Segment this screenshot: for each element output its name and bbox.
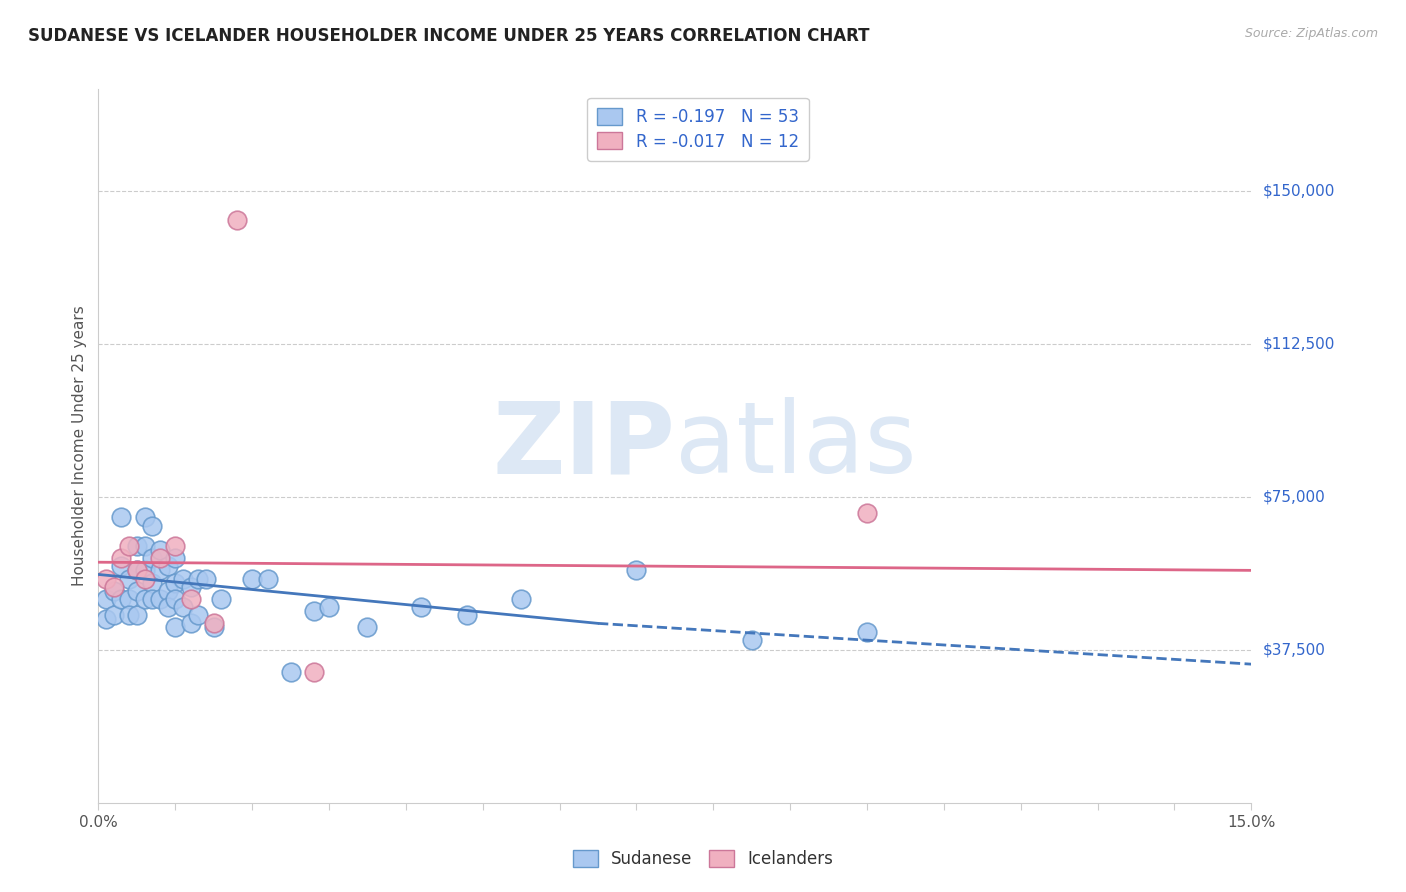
Text: ZIP: ZIP <box>492 398 675 494</box>
Point <box>110 510 132 524</box>
Point <box>134 539 156 553</box>
Point <box>118 591 141 606</box>
Point <box>156 559 179 574</box>
Point <box>110 559 132 574</box>
Text: $75,000: $75,000 <box>1263 490 1326 505</box>
Point <box>94 612 117 626</box>
Point <box>165 539 187 553</box>
Point <box>110 591 132 606</box>
Point <box>165 575 187 590</box>
Point <box>302 604 325 618</box>
Point <box>103 608 125 623</box>
Point <box>302 665 325 680</box>
Point <box>156 583 179 598</box>
Point <box>125 539 148 553</box>
Point <box>165 551 187 566</box>
Point <box>180 616 202 631</box>
Point <box>165 620 187 634</box>
Point <box>134 510 156 524</box>
Point <box>141 575 163 590</box>
Legend: R = -0.197   N = 53, R = -0.017   N = 12: R = -0.197 N = 53, R = -0.017 N = 12 <box>588 97 808 161</box>
Point <box>125 563 148 577</box>
Point <box>156 600 179 615</box>
Point <box>180 580 202 594</box>
Point <box>118 572 141 586</box>
Point <box>741 632 763 647</box>
Point <box>856 506 879 520</box>
Text: $112,500: $112,500 <box>1263 336 1334 351</box>
Point <box>172 600 194 615</box>
Point <box>195 572 218 586</box>
Legend: Sudanese, Icelanders: Sudanese, Icelanders <box>567 843 839 875</box>
Point <box>125 563 148 577</box>
Text: $37,500: $37,500 <box>1263 642 1326 657</box>
Point <box>240 572 263 586</box>
Point <box>94 591 117 606</box>
Point <box>134 563 156 577</box>
Point <box>134 591 156 606</box>
Point <box>280 665 302 680</box>
Point <box>110 551 132 566</box>
Point <box>149 591 172 606</box>
Point <box>202 620 225 634</box>
Point <box>149 563 172 577</box>
Point <box>356 620 378 634</box>
Point <box>103 583 125 598</box>
Point <box>141 591 163 606</box>
Point <box>103 580 125 594</box>
Point <box>510 591 533 606</box>
Point <box>118 539 141 553</box>
Point <box>180 591 202 606</box>
Point <box>225 212 247 227</box>
Point <box>187 608 209 623</box>
Point <box>141 518 163 533</box>
Point <box>149 551 172 566</box>
Text: SUDANESE VS ICELANDER HOUSEHOLDER INCOME UNDER 25 YEARS CORRELATION CHART: SUDANESE VS ICELANDER HOUSEHOLDER INCOME… <box>28 27 870 45</box>
Point <box>209 591 232 606</box>
Point <box>165 591 187 606</box>
Point <box>256 572 278 586</box>
Point <box>172 572 194 586</box>
Point <box>626 563 648 577</box>
Point <box>94 572 117 586</box>
Point <box>118 608 141 623</box>
Text: $150,000: $150,000 <box>1263 184 1334 199</box>
Point <box>125 583 148 598</box>
Point <box>318 600 340 615</box>
Point <box>411 600 433 615</box>
Point <box>141 551 163 566</box>
Point <box>856 624 879 639</box>
Point <box>125 608 148 623</box>
Text: Source: ZipAtlas.com: Source: ZipAtlas.com <box>1244 27 1378 40</box>
Point <box>149 543 172 558</box>
Y-axis label: Householder Income Under 25 years: Householder Income Under 25 years <box>72 306 87 586</box>
Text: atlas: atlas <box>675 398 917 494</box>
Point <box>187 572 209 586</box>
Point <box>456 608 478 623</box>
Point <box>134 572 156 586</box>
Point <box>202 616 225 631</box>
